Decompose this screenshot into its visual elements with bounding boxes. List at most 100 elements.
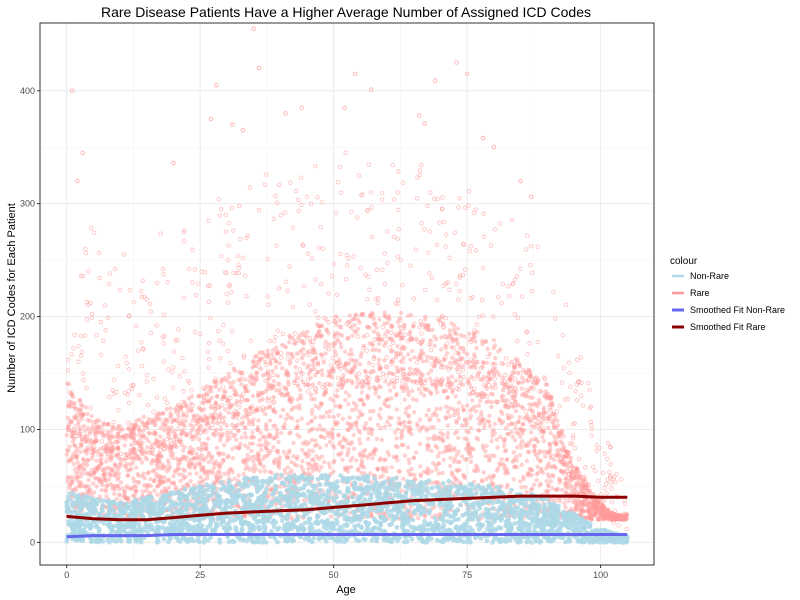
rare-point bbox=[313, 335, 318, 341]
rare-point bbox=[288, 180, 293, 186]
rare-point bbox=[280, 331, 286, 337]
rare-point bbox=[512, 364, 517, 369]
rare-point bbox=[494, 399, 499, 405]
rare-point bbox=[326, 291, 331, 296]
rare-point bbox=[465, 403, 470, 408]
rare-point bbox=[460, 346, 466, 351]
rare-point bbox=[77, 464, 82, 469]
rare-point bbox=[144, 297, 149, 302]
rare-point bbox=[174, 410, 180, 415]
rare-point bbox=[236, 416, 242, 421]
rare-point bbox=[516, 419, 521, 424]
rare-point bbox=[322, 315, 327, 321]
rare-point bbox=[425, 443, 430, 449]
rare-point bbox=[448, 463, 453, 469]
rare-point bbox=[374, 336, 380, 341]
rare-point bbox=[402, 345, 407, 351]
rare-point bbox=[586, 486, 592, 491]
rare-point bbox=[286, 382, 291, 387]
rare-point bbox=[309, 437, 315, 443]
rare-point bbox=[104, 450, 110, 456]
rare-point bbox=[271, 379, 277, 384]
rare-point bbox=[401, 476, 406, 481]
rare-point bbox=[126, 400, 132, 406]
rare-point bbox=[402, 424, 407, 429]
rare-point bbox=[282, 385, 287, 390]
rare-point bbox=[479, 297, 485, 303]
rare-point bbox=[322, 435, 327, 441]
rare-point bbox=[245, 411, 250, 416]
rare-point bbox=[208, 315, 213, 321]
rare-point bbox=[218, 356, 223, 361]
rare-point bbox=[88, 300, 93, 306]
rare-point bbox=[78, 333, 84, 339]
rare-point bbox=[245, 457, 251, 463]
rare-point bbox=[308, 368, 313, 373]
rare-point bbox=[310, 463, 316, 468]
rare-point bbox=[182, 369, 187, 374]
rare-point bbox=[198, 430, 203, 436]
rare-point bbox=[130, 460, 135, 466]
rare-point bbox=[259, 447, 264, 453]
rare-point bbox=[406, 414, 411, 419]
rare-point bbox=[254, 467, 259, 472]
rare-point bbox=[590, 464, 596, 469]
rare-point bbox=[419, 220, 424, 226]
rare-point bbox=[414, 371, 419, 376]
rare-point bbox=[447, 255, 452, 260]
rare-point bbox=[69, 428, 74, 433]
rare-point bbox=[538, 481, 543, 487]
rare-point bbox=[300, 441, 306, 446]
rare-point bbox=[283, 416, 289, 422]
rare-point bbox=[529, 384, 535, 390]
rare-point bbox=[69, 477, 75, 483]
rare-point bbox=[274, 434, 280, 439]
rare-point bbox=[453, 409, 458, 414]
rare-point bbox=[499, 394, 505, 399]
rare-point bbox=[218, 427, 224, 432]
rare-point bbox=[576, 456, 582, 462]
rare-point bbox=[278, 414, 283, 419]
rare-point bbox=[296, 383, 301, 388]
rare-point bbox=[310, 382, 316, 387]
rare-point bbox=[299, 202, 304, 207]
rare-point bbox=[439, 313, 445, 319]
rare-point bbox=[161, 440, 166, 446]
rare-point bbox=[434, 297, 440, 303]
rare-point bbox=[316, 456, 322, 461]
rare-point bbox=[106, 435, 111, 441]
rare-point bbox=[84, 438, 89, 443]
rare-point bbox=[499, 300, 504, 306]
rare-point bbox=[468, 244, 474, 249]
rare-point bbox=[213, 376, 218, 382]
rare-point bbox=[555, 448, 560, 453]
rare-point bbox=[224, 291, 229, 297]
rare-point bbox=[128, 450, 134, 456]
rare-point bbox=[426, 407, 431, 413]
rare-point bbox=[111, 377, 117, 382]
rare-point bbox=[115, 447, 121, 452]
rare-point bbox=[574, 504, 579, 509]
rare-point bbox=[98, 319, 104, 325]
rare-point bbox=[428, 338, 433, 343]
rare-point bbox=[360, 379, 365, 385]
rare-point bbox=[453, 350, 459, 356]
rare-point bbox=[116, 471, 122, 476]
rare-point bbox=[389, 415, 394, 421]
rare-point bbox=[396, 469, 401, 474]
rare-point bbox=[260, 456, 266, 462]
rare-point bbox=[432, 410, 437, 416]
rare-point bbox=[144, 450, 149, 455]
rare-point bbox=[71, 451, 76, 457]
rare-point bbox=[480, 360, 486, 365]
rare-point bbox=[123, 354, 128, 359]
rare-point bbox=[361, 383, 366, 388]
rare-point bbox=[361, 449, 366, 454]
rare-point bbox=[405, 445, 411, 450]
rare-point bbox=[102, 433, 108, 438]
rare-point bbox=[109, 429, 114, 434]
rare-point bbox=[297, 387, 303, 393]
rare-point bbox=[559, 380, 565, 386]
rare-point bbox=[587, 406, 593, 411]
rare-point bbox=[174, 405, 179, 410]
